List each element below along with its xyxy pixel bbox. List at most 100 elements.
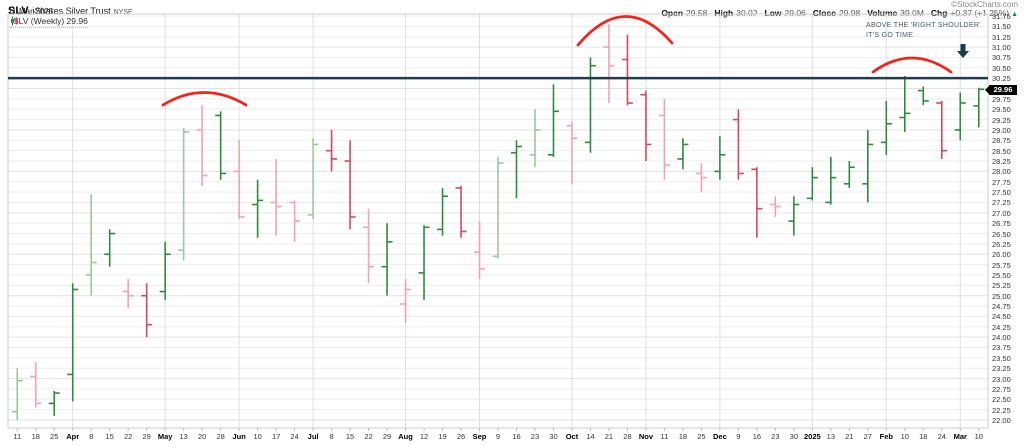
date-axis-label: 9: [736, 432, 741, 441]
date-axis-label: 13: [179, 432, 188, 441]
price-axis-label: 23.50: [992, 353, 1011, 363]
date-axis-label: 11: [13, 432, 22, 441]
date-axis-label: 9: [495, 432, 501, 441]
annotation-line-2: IT'S GO TIME: [866, 32, 914, 39]
price-axis-label: 24.00: [992, 333, 1011, 343]
price-axis-label: 22.75: [992, 384, 1011, 394]
date-axis-label: 25: [697, 432, 706, 441]
symbol-exchange: NYSE: [113, 9, 133, 16]
date-axis-label: 11: [660, 432, 669, 441]
price-axis-label: 31.75: [992, 12, 1011, 21]
price-axis-label: 22.00: [992, 416, 1011, 425]
date-axis-label: 16: [752, 432, 762, 441]
date-axis-label: 23: [530, 432, 540, 441]
quote-value: 39.0M: [900, 8, 924, 18]
date-axis-label: 29: [142, 432, 151, 441]
date-axis-label: 10: [253, 432, 262, 441]
pattern-arc-annotation: [871, 56, 953, 74]
price-axis-label: 29.00: [992, 125, 1011, 135]
quote-value: +0.37 (+1.25%): [950, 8, 1010, 18]
price-axis-label: 31.00: [992, 43, 1011, 53]
price-axis-label: 26.00: [992, 250, 1011, 260]
price-axis-label: 28.75: [992, 136, 1011, 146]
date-axis-label: 14: [586, 432, 595, 441]
date-axis-label: Oct: [565, 432, 579, 441]
date-axis-label: 21: [604, 432, 614, 441]
price-axis-label: 27.25: [992, 198, 1011, 208]
date-axis-label: 15: [105, 432, 114, 441]
legend-label: SLV (Weekly) 29.96: [13, 16, 88, 26]
date-axis-label: 23: [771, 432, 780, 441]
date-axis-label: Mar: [953, 432, 967, 441]
price-axis-label: 25.00: [992, 291, 1011, 301]
price-axis-label: 23.25: [992, 364, 1011, 374]
price-axis-label: 29.75: [992, 94, 1011, 104]
price-axis-label: 30.25: [992, 74, 1011, 84]
copyright-text: ©StockCharts.com: [951, 0, 1018, 9]
quote-label: High: [714, 8, 734, 18]
date-axis-label: 2025: [803, 432, 821, 441]
quote-label: Chg: [930, 8, 948, 18]
date-axis-label: Jul: [307, 432, 319, 441]
date-axis-label: 20: [197, 432, 207, 441]
price-axis-label: 23.00: [992, 374, 1011, 384]
date-axis-label: Apr: [66, 432, 80, 441]
date-axis-label: 30: [789, 432, 799, 441]
quote-label: Close: [812, 8, 836, 18]
price-axis-label: 28.50: [992, 146, 1011, 156]
price-axis-label: 29.50: [992, 105, 1011, 115]
price-axis-label: 27.00: [992, 208, 1011, 218]
price-axis-label: 26.25: [992, 239, 1011, 249]
price-axis-label: 26.75: [992, 219, 1011, 229]
date-axis-label: 24: [937, 432, 946, 441]
date-axis-label: 15: [345, 432, 355, 441]
date-axis-label: 28: [623, 432, 632, 441]
price-axis-label: 31.50: [992, 22, 1011, 32]
down-arrow-annotation: [957, 44, 969, 58]
date-axis-label: Feb: [879, 432, 893, 441]
quote-value: 29.06: [784, 8, 806, 18]
date-axis-label: 26: [456, 432, 466, 441]
price-axis-label: 24.25: [992, 322, 1011, 332]
pattern-arc-annotation: [576, 15, 674, 47]
date-axis-label: 22: [364, 432, 373, 441]
date-axis-label: 22: [124, 432, 133, 441]
price-axis-label: 27.50: [992, 188, 1011, 198]
date-axis-label: 10: [900, 432, 909, 441]
quote-value: 29.58: [686, 8, 708, 18]
date-axis-label: 28: [216, 432, 225, 441]
date-axis-label: May: [157, 432, 173, 441]
date-axis-label: 27: [863, 432, 872, 441]
annotation-line-1: ABOVE THE 'RIGHT SHOULDER': [866, 22, 981, 29]
date-axis-label: 10: [974, 432, 983, 441]
price-axis-label: 28.25: [992, 157, 1011, 167]
date-axis-label: 25: [50, 432, 59, 441]
date-axis-label: Jun: [232, 432, 246, 441]
date-axis-label: 21: [845, 432, 854, 441]
date-axis-label: 30: [549, 432, 558, 441]
annotation-note: ABOVE THE 'RIGHT SHOULDER' IT'S GO TIME: [866, 21, 981, 41]
price-axis-label: 31.25: [992, 32, 1011, 42]
price-axis-label: 30.75: [992, 53, 1011, 63]
pattern-arc-annotation: [161, 91, 248, 107]
date-axis-label: 16: [512, 432, 521, 441]
price-axis-label: 24.50: [992, 312, 1011, 322]
chart-date: 11-Mar-2025: [8, 7, 54, 16]
chart-legend[interactable]: SLV (Weekly) 29.96: [10, 16, 88, 28]
quote-label: Low: [764, 8, 782, 18]
quote-value: 29.98: [838, 8, 861, 18]
date-axis-label: 13: [826, 432, 835, 441]
price-axis-label: 28.00: [992, 167, 1011, 177]
price-axis-label: 25.25: [992, 281, 1011, 291]
price-axis-label: 26.50: [992, 229, 1011, 239]
date-axis-label: 8: [329, 432, 334, 441]
quote-label: Open: [661, 8, 684, 18]
date-axis-label: 12: [419, 432, 429, 441]
date-axis-label: Nov: [638, 432, 654, 441]
date-axis-label: 24: [290, 432, 299, 441]
last-price-tag: 29.96: [985, 85, 1017, 95]
quote-value: 30.02: [736, 8, 758, 18]
date-axis-label: 18: [678, 432, 688, 441]
